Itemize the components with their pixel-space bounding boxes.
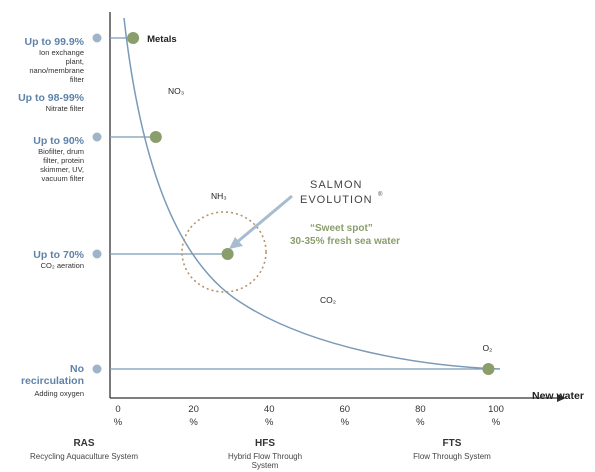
- x-tick-label: 0: [115, 404, 120, 415]
- sweet-spot-arrow: [236, 196, 292, 243]
- system-ras: RAS Recycling Aquaculture System: [30, 438, 138, 461]
- level-title: Up to 99.9%: [24, 36, 84, 48]
- x-tick-label: 60: [340, 404, 351, 415]
- system-abbr: RAS: [73, 438, 94, 449]
- curve-label-co2: CO₂: [320, 295, 336, 305]
- point-label: Metals: [147, 34, 177, 45]
- level-title: Up to 70%: [33, 249, 84, 261]
- curve-label-nh3: NH₃: [211, 191, 227, 201]
- x-tick-unit: %: [492, 417, 501, 428]
- system-name: System: [252, 461, 279, 470]
- level-dot: [93, 34, 102, 43]
- level-description-line: Ion exchange: [39, 48, 84, 57]
- level-dot: [93, 250, 102, 259]
- x-tick-label: 40: [264, 404, 275, 415]
- level-description-line: Biofilter, drum: [38, 147, 84, 156]
- level-nitrate: Up to 98-99%Nitrate filter: [18, 92, 85, 113]
- level-description-line: Nitrate filter: [46, 104, 85, 113]
- curve-point: [127, 32, 139, 44]
- level-co2: Up to 70%CO₂ aeration: [33, 248, 233, 270]
- level-description-line: plant,: [66, 57, 84, 66]
- level-metals: Metals Up to 99.9%Ion exchangeplant,nano/…: [24, 32, 176, 84]
- system-fts: FTS Flow Through System: [413, 438, 491, 461]
- system-name: Recycling Aquaculture System: [30, 452, 138, 461]
- x-tick-label: 80: [415, 404, 426, 415]
- level-description-line: CO₂ aeration: [41, 261, 84, 270]
- system-abbr: HFS: [255, 438, 275, 449]
- level-title: Up to 98-99%: [18, 92, 85, 104]
- curve-label-no3: NO₃: [168, 86, 184, 96]
- point-label: O₂: [482, 343, 492, 353]
- level-dot: [93, 365, 102, 374]
- salmon-evolution-logo: SALMON EVOLUTION ®: [300, 179, 383, 206]
- level-title: No: [70, 363, 84, 375]
- system-name: Hybrid Flow Through: [228, 452, 302, 461]
- x-tick-label: 20: [188, 404, 199, 415]
- curve-point: [482, 363, 494, 375]
- logo-line2: EVOLUTION: [300, 194, 373, 206]
- x-tick-unit: %: [114, 417, 123, 428]
- level-dot: [93, 133, 102, 142]
- level-description-line: filter: [70, 75, 85, 84]
- system-abbr: FTS: [443, 438, 462, 449]
- logo-mark: ®: [378, 191, 383, 198]
- level-title: Up to 90%: [33, 135, 84, 147]
- level-description-line: filter, protein: [43, 156, 84, 165]
- x-tick-label: 100: [488, 404, 504, 415]
- logo-line1: SALMON: [310, 179, 362, 191]
- sweet-spot-title: “Sweet spot”: [310, 223, 373, 234]
- x-ticks: 0% 20% 40% 60% 80% 100%: [114, 404, 504, 428]
- level-title: recirculation: [21, 375, 84, 387]
- x-tick-unit: %: [341, 417, 350, 428]
- curve-point: [150, 131, 162, 143]
- level-description-line: skimmer, UV,: [40, 165, 84, 174]
- system-name: Flow Through System: [413, 452, 491, 461]
- curve-point: [222, 248, 234, 260]
- level-description-line: vacuum filter: [41, 174, 84, 183]
- x-tick-unit: %: [189, 417, 198, 428]
- level-description-line: Adding oxygen: [34, 389, 84, 398]
- x-tick-unit: %: [265, 417, 274, 428]
- sweet-spot-subtitle: 30-35% fresh sea water: [290, 236, 400, 247]
- systems: RAS Recycling Aquaculture System HFS Hybrid…: [30, 438, 491, 470]
- levels: Metals Up to 99.9%Ion exchangeplant,nano/…: [18, 32, 494, 398]
- x-tick-unit: %: [416, 417, 425, 428]
- x-axis-title: New water: [532, 390, 584, 402]
- level-description-line: nano/membrane: [29, 66, 84, 75]
